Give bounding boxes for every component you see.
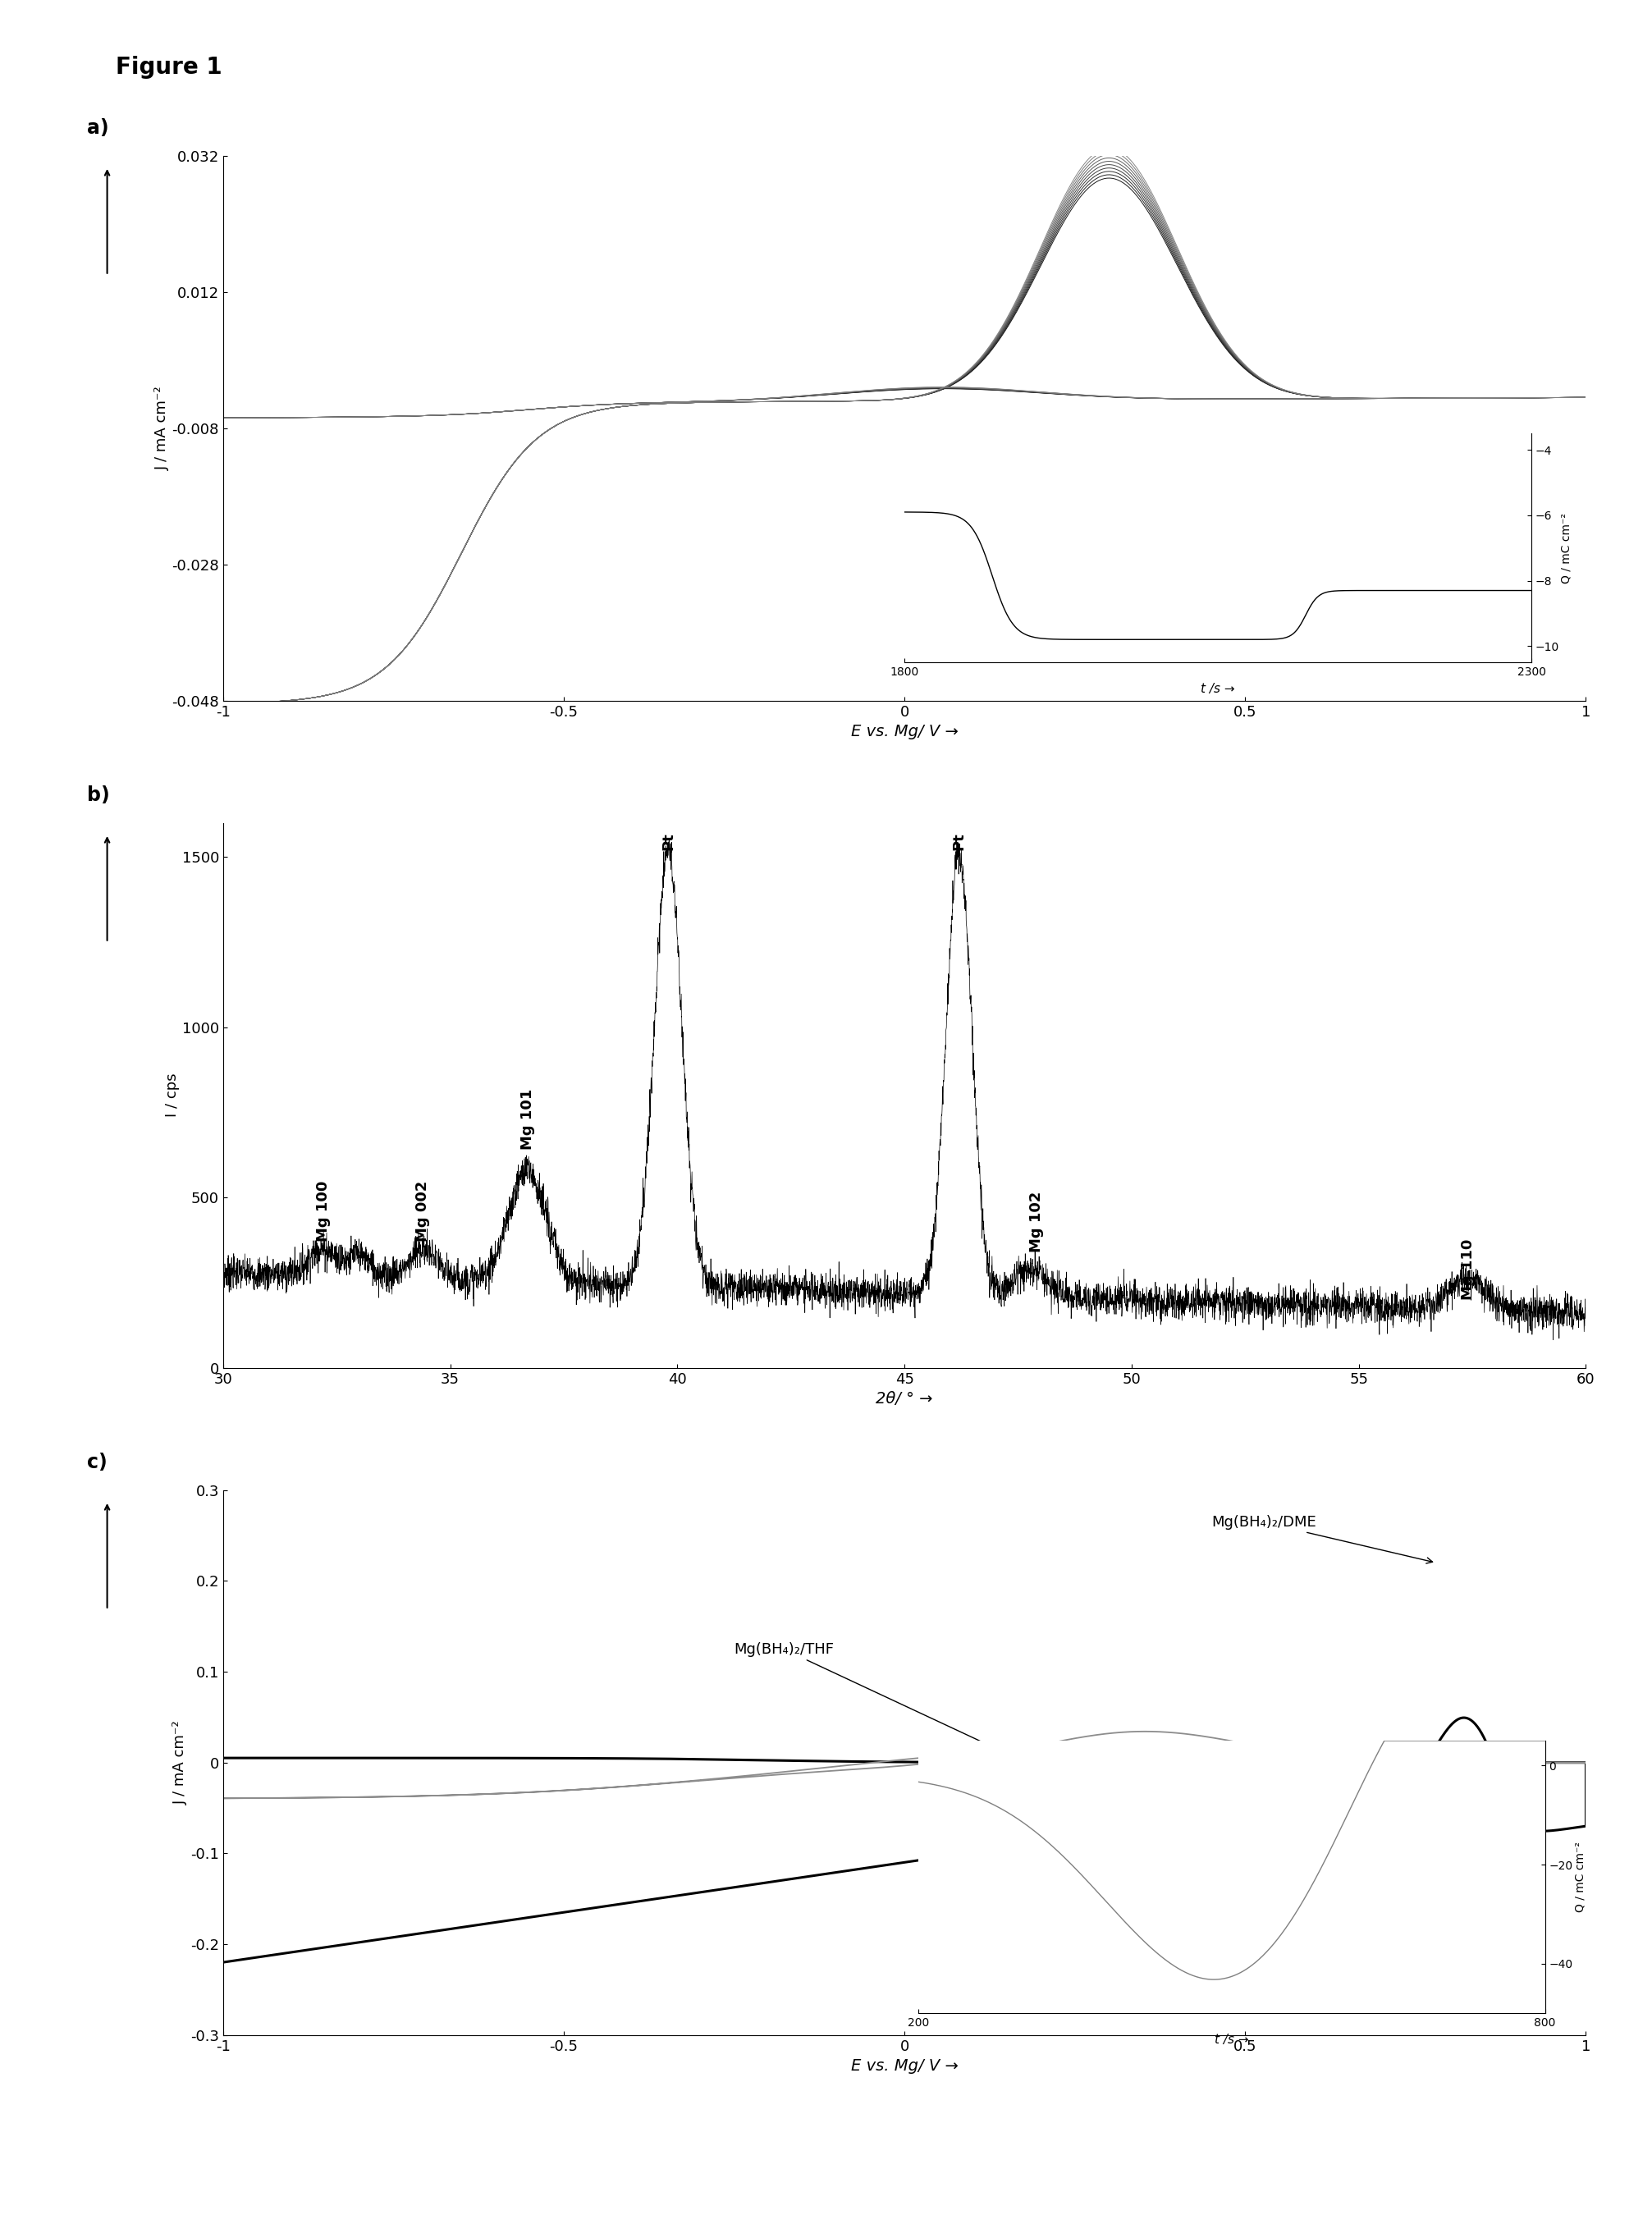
Text: a): a) (88, 118, 109, 138)
Text: Figure 1: Figure 1 (116, 56, 221, 78)
Text: Mg 101: Mg 101 (520, 1090, 535, 1150)
X-axis label: 2θ/ ° →: 2θ/ ° → (876, 1390, 933, 1406)
Text: Pt: Pt (952, 832, 966, 850)
Y-axis label: J / mA cm⁻²: J / mA cm⁻² (155, 387, 170, 469)
X-axis label: E vs. Mg/ V →: E vs. Mg/ V → (851, 723, 958, 738)
Text: Mg(BH₄)₂/DME: Mg(BH₄)₂/DME (1211, 1515, 1432, 1563)
Text: Mg 102: Mg 102 (1029, 1190, 1044, 1252)
Text: b): b) (88, 785, 109, 805)
Text: Pt: Pt (661, 832, 676, 850)
Y-axis label: I / cps: I / cps (165, 1074, 180, 1116)
Text: Mg(BH₄)₂/THF: Mg(BH₄)₂/THF (733, 1641, 1003, 1753)
Text: c): c) (88, 1452, 107, 1472)
Text: Mg 100: Mg 100 (316, 1181, 330, 1241)
Y-axis label: J / mA cm⁻²: J / mA cm⁻² (173, 1721, 188, 1804)
Text: Mg 110: Mg 110 (1460, 1239, 1475, 1299)
X-axis label: E vs. Mg/ V →: E vs. Mg/ V → (851, 2057, 958, 2073)
Text: Mg 002: Mg 002 (416, 1181, 430, 1241)
